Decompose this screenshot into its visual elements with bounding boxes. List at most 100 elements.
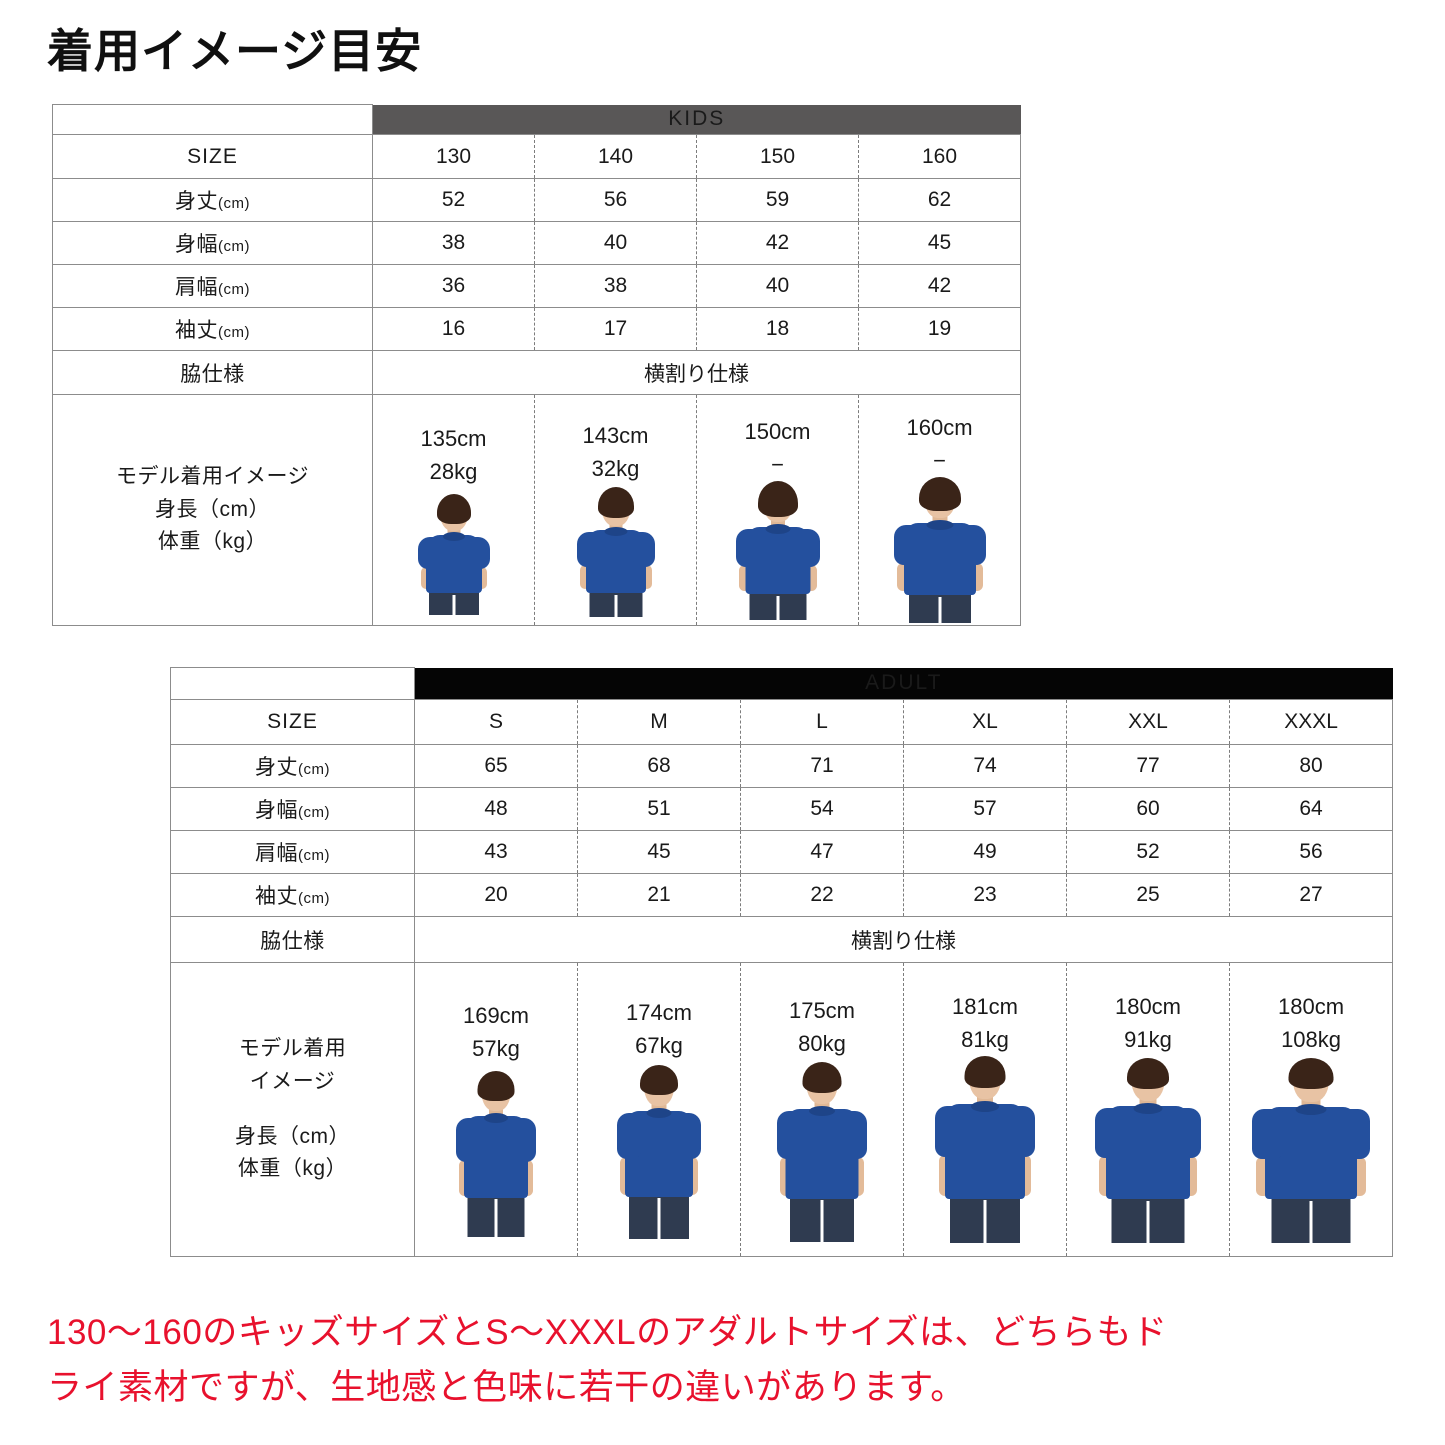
footnote-line-0: 130〜160のキッズサイズとS〜XXXLのアダルトサイズは、どちらもド xyxy=(47,1313,1168,1352)
adult-cell-3-1: 21 xyxy=(577,873,741,917)
adult-model-label-gap xyxy=(171,1099,414,1121)
kids-model-height-140: 143cm xyxy=(582,422,649,448)
adult-row-label-1: 身幅(cm) xyxy=(170,787,415,831)
adult-model-height-l: 175cm xyxy=(788,997,856,1023)
adult-model-cell-s: 169cm 57kg xyxy=(414,962,578,1257)
adult-banner-label: ADULT xyxy=(414,667,1393,700)
adult-model-spec-xxl: 180cm 91kg xyxy=(1067,974,1229,1056)
adult-model-weight-l: 80kg xyxy=(798,1030,846,1056)
kids-model-cell-130: 135cm 28kg xyxy=(372,394,535,626)
adult-cell-2-0: 43 xyxy=(414,830,578,874)
table-row: 袖丈(cm) 16 17 18 19 xyxy=(52,307,1022,351)
adult-cell-0-1: 68 xyxy=(577,744,741,788)
adult-model-label-line-2: 身長（cm） xyxy=(235,1124,350,1148)
adult-model-weight-xxxl: 108kg xyxy=(1281,1026,1342,1052)
adult-model-cell-xl: 181cm 81kg xyxy=(903,962,1067,1257)
kids-size-label: SIZE xyxy=(52,134,373,179)
adult-model-spec-xl: 181cm 81kg xyxy=(904,974,1066,1056)
adult-model-label-line-0: モデル着用 xyxy=(238,1037,347,1061)
kids-model-cell-150: 150cm − xyxy=(696,394,859,626)
kids-cell-2-3: 42 xyxy=(857,264,1022,308)
model-figure xyxy=(535,485,696,618)
adult-cell-2-1: 45 xyxy=(577,830,741,874)
adult-size-m: M xyxy=(577,699,741,745)
kids-model-height-130: 135cm xyxy=(420,426,487,451)
adult-cell-0-2: 71 xyxy=(740,744,904,788)
adult-cell-3-3: 23 xyxy=(903,873,1067,917)
kids-cell-0-0: 52 xyxy=(372,178,535,222)
kids-cell-3-1: 17 xyxy=(534,307,697,351)
adult-cell-3-2: 22 xyxy=(740,873,904,917)
adult-cell-0-5: 80 xyxy=(1228,744,1394,788)
kids-model-height-160: 160cm xyxy=(906,415,973,440)
kids-model-cell-140: 143cm 32kg xyxy=(534,394,697,626)
kids-spec-value: 横割り仕様 xyxy=(372,350,1022,395)
model-figure xyxy=(1230,1056,1392,1246)
adult-model-weight-xxl: 91kg xyxy=(1124,1026,1172,1052)
model-figure xyxy=(859,477,1020,625)
adult-size-label: SIZE xyxy=(170,699,415,745)
table-row: 肩幅(cm) 36 38 40 42 xyxy=(52,264,1022,308)
adult-cell-1-5: 64 xyxy=(1228,787,1394,831)
kids-model-label: モデル着用イメージ 身長（cm） 体重（kg） xyxy=(52,394,373,626)
adult-row-label-0: 身丈(cm) xyxy=(170,744,415,788)
adult-model-height-m: 174cm xyxy=(625,999,693,1025)
kids-banner-row: KIDS xyxy=(52,104,1021,135)
adult-cell-2-2: 47 xyxy=(740,830,904,874)
adult-row-name-1: 身幅 xyxy=(255,799,298,822)
adult-cell-0-0: 65 xyxy=(414,744,578,788)
adult-cell-2-5: 56 xyxy=(1228,830,1394,874)
adult-row-unit-1: (cm) xyxy=(298,804,330,821)
adult-row-name-0: 身丈 xyxy=(255,756,298,779)
adult-cell-3-4: 25 xyxy=(1066,873,1230,917)
adult-model-height-xxxl: 180cm xyxy=(1278,993,1345,1019)
kids-size-150: 150 xyxy=(696,134,859,179)
kids-cell-1-0: 38 xyxy=(372,221,535,265)
adult-size-xl: XL xyxy=(903,699,1067,745)
kids-row-label-1: 身幅(cm) xyxy=(52,221,373,265)
adult-cell-3-5: 27 xyxy=(1228,873,1394,917)
kids-cell-1-3: 45 xyxy=(857,221,1022,265)
adult-cell-1-2: 54 xyxy=(740,787,904,831)
kids-row-name-3: 袖丈 xyxy=(175,319,218,342)
kids-model-spec-140: 143cm 32kg xyxy=(535,403,696,485)
adult-model-label-line-1: イメージ xyxy=(249,1069,336,1093)
kids-row-unit-3: (cm) xyxy=(218,324,250,341)
kids-size-140: 140 xyxy=(534,134,697,179)
model-figure xyxy=(415,1065,577,1237)
model-figure xyxy=(578,1062,740,1240)
kids-row-label-0: 身丈(cm) xyxy=(52,178,373,222)
kids-size-table: KIDS SIZE 130 140 150 160 身丈(cm) 52 56 5… xyxy=(52,104,1022,626)
adult-size-s: S xyxy=(414,699,578,745)
adult-spec-row: 脇仕様 横割り仕様 xyxy=(170,916,1394,963)
kids-row-unit-1: (cm) xyxy=(218,238,250,255)
adult-model-height-xxl: 180cm xyxy=(1114,993,1182,1019)
adult-banner-row: ADULT xyxy=(170,667,1393,700)
adult-cell-2-4: 52 xyxy=(1066,830,1230,874)
adult-row-unit-0: (cm) xyxy=(298,761,330,778)
adult-cell-2-3: 49 xyxy=(903,830,1067,874)
kids-cell-2-1: 38 xyxy=(534,264,697,308)
adult-cell-3-0: 20 xyxy=(414,873,578,917)
kids-model-spec-150: 150cm − xyxy=(697,399,858,481)
kids-model-height-150: 150cm xyxy=(744,418,811,444)
kids-model-label-line-2: 体重（kg） xyxy=(157,530,268,554)
footnote-note: 130〜160のキッズサイズとS〜XXXLのアダルトサイズは、どちらもド ライ素… xyxy=(47,1305,1417,1416)
kids-model-cell-160: 160cm − xyxy=(857,394,1022,626)
model-figure xyxy=(741,1060,903,1242)
adult-model-spec-l: 175cm 80kg xyxy=(741,978,903,1060)
kids-model-label-line-0: モデル着用イメージ xyxy=(115,465,310,489)
kids-cell-3-0: 16 xyxy=(372,307,535,351)
kids-model-spec-130: 135cm 28kg xyxy=(373,406,534,488)
kids-cell-0-3: 62 xyxy=(857,178,1022,222)
adult-banner-blank xyxy=(170,667,415,700)
kids-banner-label: KIDS xyxy=(372,104,1021,135)
adult-model-row: モデル着用 イメージ 身長（cm） 体重（kg） 169cm 57kg xyxy=(170,962,1394,1257)
adult-model-label-line-3: 体重（kg） xyxy=(237,1157,348,1181)
adult-model-weight-s: 57kg xyxy=(472,1035,520,1061)
table-row: 身幅(cm) 38 40 42 45 xyxy=(52,221,1022,265)
table-row: 身幅(cm) 48 51 54 57 60 64 xyxy=(170,787,1394,831)
table-row: 肩幅(cm) 43 45 47 49 52 56 xyxy=(170,830,1394,874)
model-figure xyxy=(904,1055,1066,1246)
